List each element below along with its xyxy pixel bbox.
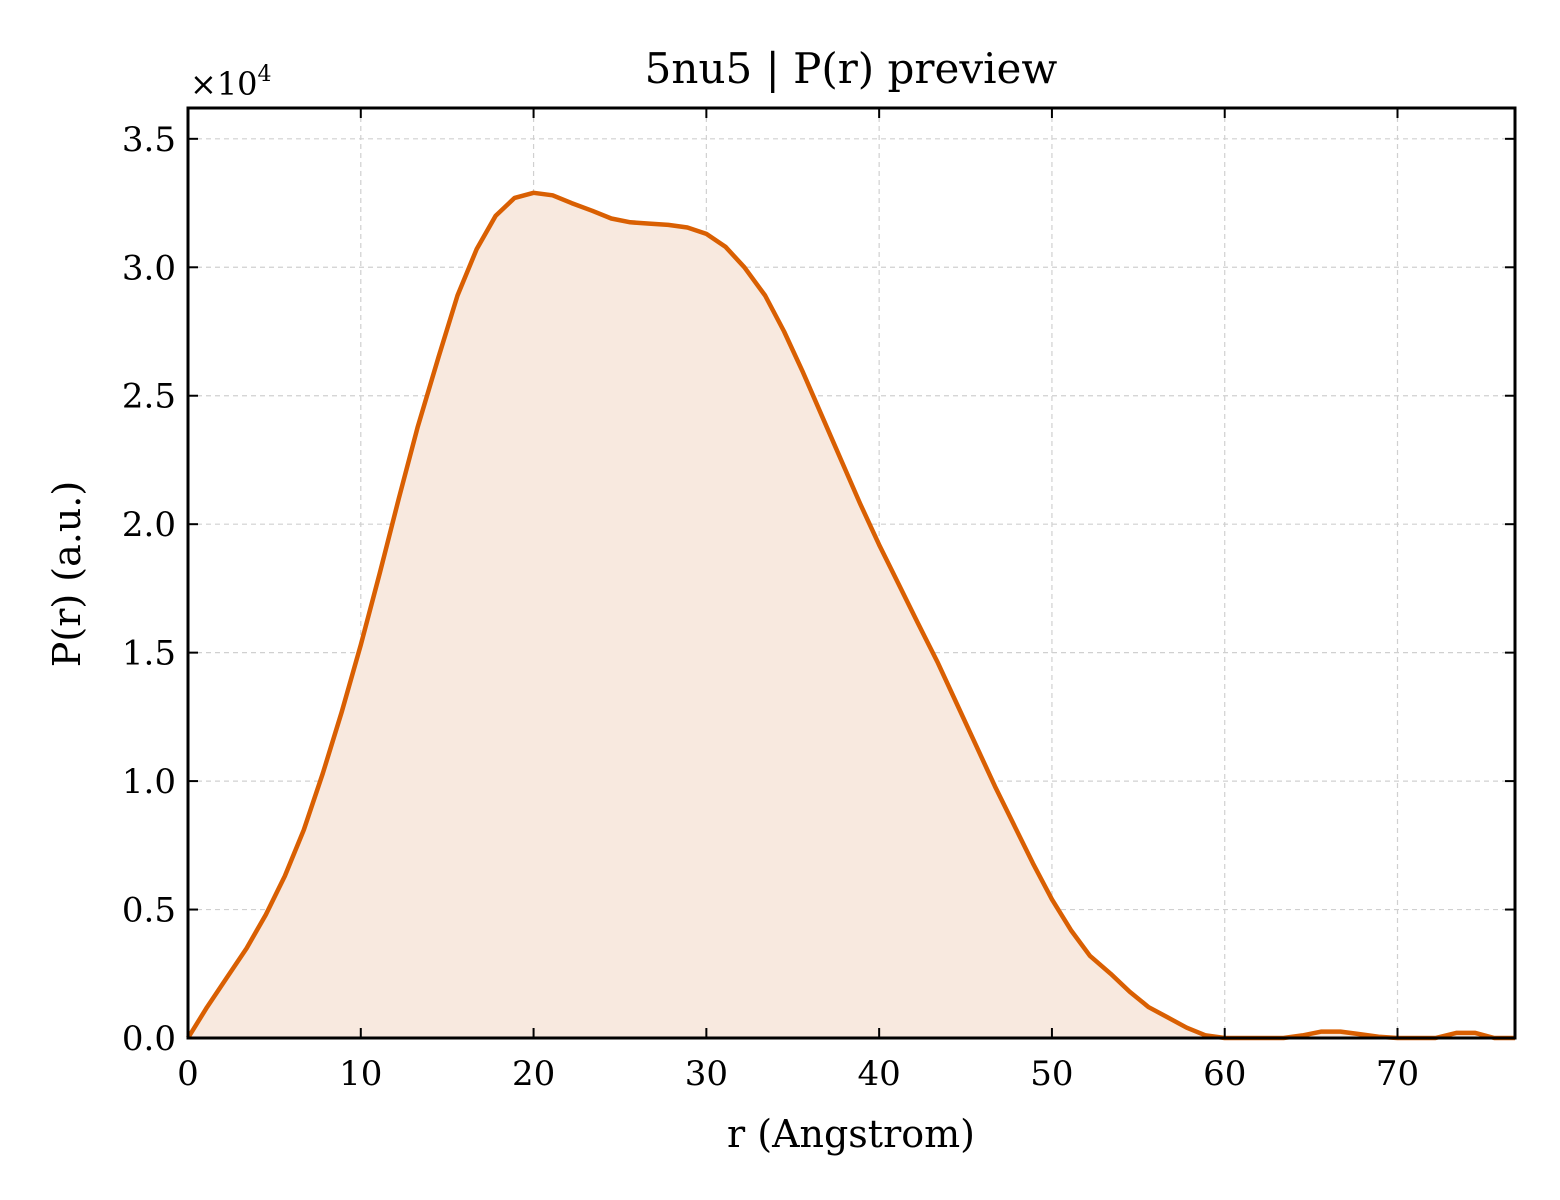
ticks bbox=[187, 108, 1515, 1039]
y-axis-multiplier-base: ×10 bbox=[190, 65, 258, 103]
x-tick-label-1: 10 bbox=[339, 1054, 382, 1094]
plot-frame bbox=[186, 106, 1517, 1040]
x-tick-label-0: 0 bbox=[177, 1054, 199, 1094]
x-tick-label-7: 70 bbox=[1376, 1054, 1419, 1094]
x-tick-label-6: 60 bbox=[1203, 1054, 1246, 1094]
x-tick-label-4: 40 bbox=[858, 1054, 901, 1094]
x-tick-label-3: 30 bbox=[685, 1054, 728, 1094]
y-axis-multiplier-exponent: 4 bbox=[258, 62, 272, 87]
area-fill bbox=[188, 192, 1515, 1039]
chart-title: 5nu5 | P(r) preview bbox=[645, 44, 1058, 93]
y-tick-label-1: 0.5 bbox=[122, 891, 176, 931]
y-tick-label-5: 2.5 bbox=[122, 377, 176, 417]
y-axis-label: P(r) (a.u.) bbox=[45, 481, 89, 667]
y-tick-labels: 0.0 0.5 1.0 1.5 2.0 2.5 3.0 3.5 bbox=[122, 120, 176, 1059]
y-tick-label-4: 2.0 bbox=[122, 505, 176, 545]
y-tick-label-6: 3.0 bbox=[122, 248, 176, 288]
y-tick-label-3: 1.5 bbox=[122, 634, 176, 674]
x-tick-labels: 0 10 20 30 40 50 60 70 bbox=[177, 1054, 1419, 1094]
x-tick-label-2: 20 bbox=[512, 1054, 555, 1094]
y-axis-multiplier: ×104 bbox=[190, 62, 272, 103]
y-tick-label-0: 0.0 bbox=[122, 1019, 176, 1059]
x-axis-label: r (Angstrom) bbox=[727, 1112, 975, 1156]
x-tick-label-5: 50 bbox=[1030, 1054, 1073, 1094]
y-tick-label-2: 1.0 bbox=[122, 762, 176, 802]
y-tick-label-7: 3.5 bbox=[122, 120, 176, 160]
